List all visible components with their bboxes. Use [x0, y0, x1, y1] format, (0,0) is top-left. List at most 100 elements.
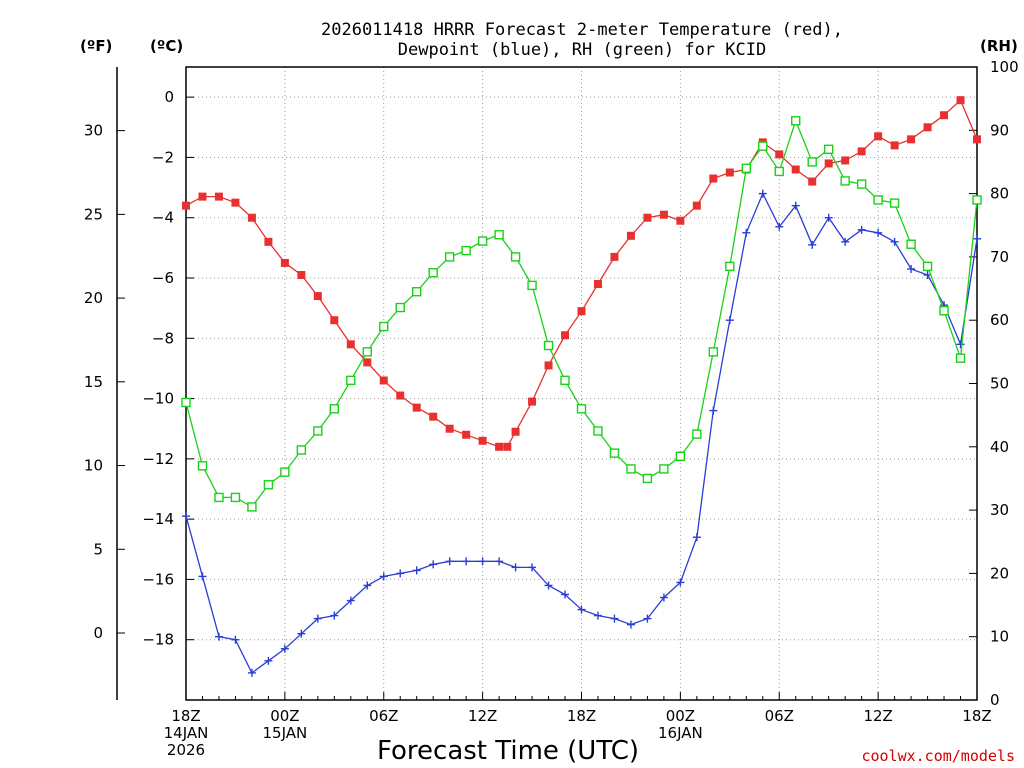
rh-point: [593, 426, 603, 436]
rh-point: [477, 236, 488, 246]
temperature-point: [561, 331, 570, 340]
rh-tick-label: 70: [990, 248, 1009, 266]
rh-tick-label: 90: [990, 121, 1009, 139]
dewpoint-point: [659, 593, 668, 602]
rh-point: [527, 280, 537, 291]
rh-tick-label: 100: [990, 58, 1019, 76]
temperature-point: [643, 213, 652, 222]
plot-series: [181, 96, 982, 677]
dewpoint-point: [478, 557, 487, 566]
rh-point: [840, 176, 850, 186]
rh-point: [741, 163, 751, 173]
temperature-point: [709, 174, 718, 183]
temperature-point: [544, 361, 553, 370]
dewpoint-point: [857, 225, 866, 234]
temperature-point: [511, 427, 520, 436]
temperature-point: [478, 436, 487, 445]
rh-point: [247, 502, 257, 512]
dewpoint-point: [396, 569, 405, 578]
x-tick-label: 06Z: [765, 707, 794, 725]
rh-point: [313, 426, 323, 436]
rh-point: [296, 445, 307, 455]
dewpoint-point: [561, 590, 570, 599]
rh-point: [395, 302, 405, 313]
rh-point: [823, 144, 834, 154]
rh-point: [626, 464, 636, 474]
celsius-tick-label: −6: [152, 269, 174, 287]
temperature-point: [659, 210, 668, 219]
temperature-point: [313, 292, 322, 301]
rh-point: [906, 239, 916, 249]
rh-tick-label: 50: [990, 375, 1009, 393]
dewpoint-point: [445, 557, 454, 566]
axes: [116, 66, 978, 701]
temperature-point: [412, 403, 421, 412]
temperature-point: [396, 391, 405, 400]
celsius-tick-label: −16: [142, 570, 174, 588]
temperature-point: [280, 258, 289, 267]
rh-point: [230, 492, 241, 503]
dewpoint-point: [907, 264, 916, 273]
rh-point: [955, 353, 966, 363]
temperature-point: [973, 135, 981, 144]
dewpoint-point: [742, 228, 751, 237]
rh-point: [494, 230, 504, 240]
rh-point: [758, 141, 768, 151]
temperature-point: [528, 397, 537, 406]
temperature-point: [363, 358, 372, 367]
temperature-point: [824, 159, 833, 168]
dewpoint-point: [495, 557, 504, 566]
rh-tick-label: 40: [990, 438, 1009, 456]
x-tick-label: 18Z: [567, 707, 596, 725]
rh-point: [461, 245, 471, 256]
dewpoint-line: [185, 192, 978, 674]
dewpoint-point: [313, 614, 322, 623]
x-tick-label: 14JAN: [164, 724, 209, 742]
rh-point: [972, 195, 982, 205]
dewpoint-point: [725, 316, 734, 325]
dewpoint-point: [363, 581, 372, 590]
temperature-point: [182, 201, 190, 210]
x-tick-label: 12Z: [863, 707, 892, 725]
x-tick-label: 15JAN: [263, 724, 308, 742]
temperature-point: [577, 307, 586, 316]
temperature-point: [857, 147, 866, 156]
celsius-unit-label: (ºC): [150, 37, 183, 55]
rh-point: [362, 347, 372, 357]
temperature-point: [593, 280, 602, 289]
temperature-point: [297, 270, 306, 279]
dewpoint-point: [610, 614, 619, 623]
celsius-tick-label: −4: [152, 209, 174, 227]
rh-point: [922, 261, 933, 272]
fahrenheit-tick-label: 5: [93, 540, 103, 558]
rh-point: [774, 166, 784, 177]
temperature-point: [791, 165, 800, 174]
temperature-point: [940, 111, 949, 120]
x-tick-label: 00Z: [270, 707, 299, 725]
x-tick-label: 18Z: [171, 707, 200, 725]
dewpoint-point: [247, 668, 256, 677]
temperature-point: [330, 316, 339, 325]
rh-point: [675, 451, 686, 461]
celsius-tick-label: −2: [152, 148, 174, 166]
credit-text: coolwx.com/models: [861, 747, 1015, 765]
x-tick-label: 18Z: [962, 707, 991, 725]
temperature-point: [264, 237, 273, 246]
temperature-point: [676, 216, 685, 225]
dewpoint-point: [379, 572, 388, 581]
temperature-point: [841, 156, 850, 165]
temperature-point: [214, 192, 223, 201]
rh-unit-label: (RH): [980, 37, 1018, 55]
dewpoint-point: [346, 596, 355, 605]
temperature-point: [808, 177, 817, 186]
temperature-point: [956, 96, 965, 105]
x-tick-label: 06Z: [369, 707, 398, 725]
rh-point: [659, 464, 669, 474]
rh-point: [280, 467, 290, 477]
rh-point: [807, 157, 817, 167]
rh-point: [791, 116, 801, 126]
dewpoint-point: [511, 563, 520, 572]
dewpoint-point: [528, 563, 537, 572]
temperature-point: [429, 412, 438, 421]
